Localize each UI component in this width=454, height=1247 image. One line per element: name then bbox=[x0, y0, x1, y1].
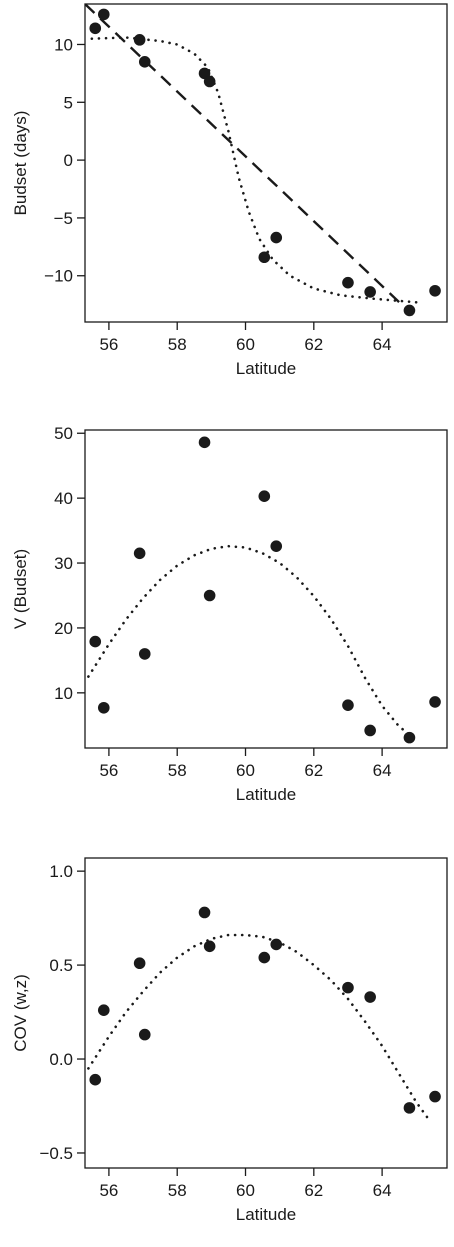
chart-panel-3: 56 58 60 62 64 −0.5 0.0 0.5 1.0 Latitude COV (w,z) bbox=[11, 857, 448, 1224]
data-point bbox=[133, 957, 146, 970]
dotted-fit-curve bbox=[87, 933, 432, 1123]
x-tick-label: 58 bbox=[168, 761, 187, 780]
x-tick-label: 60 bbox=[236, 335, 255, 354]
x-tick-label: 56 bbox=[99, 335, 118, 354]
linear-fit-line bbox=[85, 4, 414, 316]
data-point bbox=[342, 699, 354, 711]
dotted-fit-curve bbox=[90, 36, 418, 304]
data-point bbox=[342, 981, 354, 994]
x-tick-label: 62 bbox=[304, 761, 323, 780]
x-tick-label: 62 bbox=[304, 1181, 323, 1200]
x-axis-title: Latitude bbox=[236, 785, 297, 804]
y-tick-label: 10 bbox=[54, 35, 73, 54]
x-tick-label: 64 bbox=[373, 761, 392, 780]
x-axis-title: Latitude bbox=[236, 359, 297, 378]
plot-frame bbox=[84, 857, 448, 1169]
y-tick-label: 40 bbox=[54, 489, 73, 508]
data-point bbox=[258, 490, 271, 502]
data-point bbox=[138, 1028, 151, 1041]
x-axis-title: Latitude bbox=[236, 1205, 297, 1224]
x-tick-label: 60 bbox=[236, 1181, 255, 1200]
data-point bbox=[198, 906, 211, 919]
data-point bbox=[203, 589, 216, 602]
plot-frame bbox=[84, 429, 448, 749]
data-point bbox=[138, 648, 151, 660]
y-tick-label: 1.0 bbox=[49, 862, 73, 881]
data-point bbox=[89, 22, 102, 35]
data-point bbox=[198, 436, 211, 449]
data-point bbox=[270, 231, 283, 244]
x-tick-label: 58 bbox=[168, 1181, 187, 1200]
y-tick-label: 50 bbox=[54, 424, 73, 443]
y-tick-label: −10 bbox=[44, 267, 73, 286]
y-tick-label: 20 bbox=[54, 619, 73, 638]
y-axis-title: COV (w,z) bbox=[11, 974, 30, 1051]
data-point bbox=[429, 1090, 441, 1103]
x-tick-label: 64 bbox=[373, 335, 392, 354]
x-tick-label: 56 bbox=[99, 761, 118, 780]
data-point bbox=[403, 731, 416, 744]
chart-panel-2: 56 58 60 62 64 10 20 30 40 50 Latitude V (Budset) bbox=[11, 424, 448, 804]
data-point bbox=[364, 724, 376, 737]
y-axis-title: V (Budset) bbox=[11, 549, 30, 629]
data-point bbox=[364, 991, 376, 1003]
y-tick-label: −0.5 bbox=[39, 1144, 73, 1163]
data-point bbox=[403, 304, 416, 317]
data-point bbox=[258, 951, 271, 964]
data-point bbox=[270, 938, 283, 951]
data-point bbox=[89, 635, 102, 648]
y-tick-label: 0.5 bbox=[49, 956, 73, 975]
y-tick-label: −5 bbox=[54, 209, 73, 228]
data-point bbox=[203, 940, 216, 953]
data-point bbox=[342, 276, 354, 289]
data-point bbox=[138, 56, 151, 68]
data-point bbox=[89, 1073, 102, 1086]
data-point bbox=[133, 547, 146, 560]
y-tick-label: 30 bbox=[54, 554, 73, 573]
y-tick-label: 0 bbox=[64, 151, 73, 170]
x-tick-label: 60 bbox=[236, 761, 255, 780]
x-tick-label: 56 bbox=[99, 1181, 118, 1200]
y-tick-label: 0.0 bbox=[49, 1050, 73, 1069]
y-axis-title: Budset (days) bbox=[11, 111, 30, 216]
y-tick-label: 5 bbox=[64, 93, 73, 112]
data-point bbox=[270, 540, 283, 552]
data-point bbox=[258, 251, 271, 264]
x-tick-label: 62 bbox=[304, 335, 323, 354]
x-tick-label: 64 bbox=[373, 1181, 392, 1200]
data-point bbox=[203, 75, 216, 88]
chart-panel-1: 56 58 60 62 64 −10 −5 0 5 10 Latitude Budset (days) bbox=[11, 3, 448, 378]
data-point bbox=[429, 284, 441, 297]
data-point bbox=[97, 701, 110, 714]
plot-frame bbox=[84, 3, 448, 323]
data-point bbox=[97, 8, 110, 21]
data-point bbox=[364, 286, 376, 298]
data-point bbox=[403, 1102, 416, 1114]
data-point bbox=[133, 34, 146, 46]
dotted-fit-curve bbox=[87, 544, 411, 736]
y-tick-label: 10 bbox=[54, 684, 73, 703]
data-point bbox=[429, 696, 441, 708]
data-point bbox=[97, 1004, 110, 1016]
x-tick-label: 58 bbox=[168, 335, 187, 354]
